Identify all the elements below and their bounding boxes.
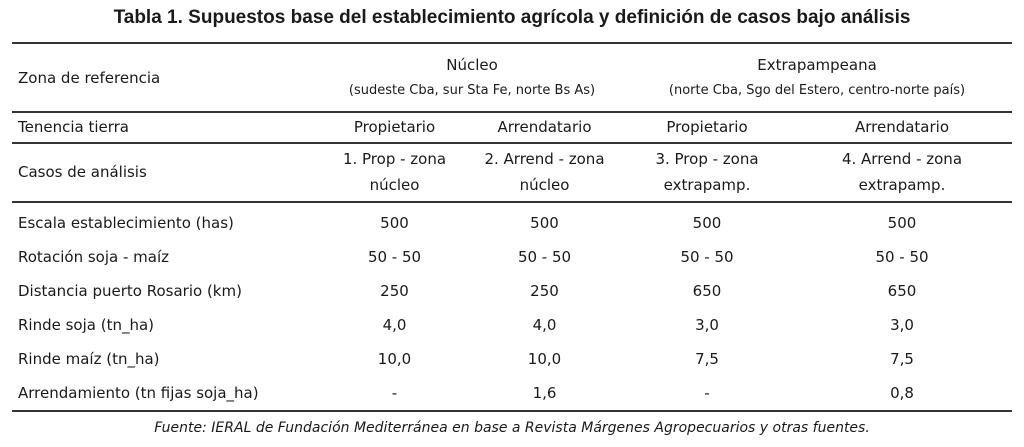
zona-label: Zona de referencia <box>18 69 161 87</box>
rule-3 <box>12 201 1012 203</box>
cell: 3,0 <box>890 316 914 334</box>
caso-line: 3. Prop - zona <box>655 150 759 168</box>
row-label: Distancia puerto Rosario (km) <box>18 282 242 300</box>
row-label: Rotación soja - maíz <box>18 248 170 266</box>
cell: 4,0 <box>532 316 557 334</box>
cell: 3,0 <box>695 316 719 334</box>
cell: 50 - 50 <box>875 248 929 266</box>
cell: 4,0 <box>382 316 407 334</box>
nucleo-sub: (sudeste Cba, sur Sta Fe, norte Bs As) <box>348 83 596 98</box>
table-row: Arrendamiento (tn fijas soja_ha) - 1,6 -… <box>12 376 1012 410</box>
table-row: Rinde soja (tn_ha) 4,0 4,0 3,0 3,0 <box>12 308 1012 342</box>
cell: 650 <box>692 282 722 300</box>
table-row: Rinde maíz (tn_ha) 10,0 10,0 7,5 7,5 <box>12 342 1012 376</box>
table-title: Tabla 1. Supuestos base del establecimie… <box>113 7 911 28</box>
cell: 650 <box>887 282 917 300</box>
row-label: Arrendamiento (tn fijas soja_ha) <box>18 384 259 402</box>
cell: 250 <box>530 282 559 300</box>
cell: 10,0 <box>377 350 412 368</box>
cell: 500 <box>530 214 559 232</box>
cell: 50 - 50 <box>367 248 422 266</box>
table-row: Escala establecimiento (has) 500 500 500… <box>12 206 1012 240</box>
nucleo-name: Núcleo <box>446 56 498 74</box>
casos-label: Casos de análisis <box>18 163 147 181</box>
tenencia-cell: Propietario <box>353 118 436 136</box>
row-label: Escala establecimiento (has) <box>18 214 234 232</box>
tenencia-cell: Propietario <box>666 118 748 136</box>
cell: 7,5 <box>695 350 719 368</box>
cell: 500 <box>887 214 917 232</box>
cell: - <box>704 384 710 402</box>
cell: 500 <box>692 214 722 232</box>
table-row: Distancia puerto Rosario (km) 250 250 65… <box>12 274 1012 308</box>
row-label: Rinde soja (tn_ha) <box>18 316 155 334</box>
cell: 250 <box>380 282 409 300</box>
tenencia-row: Tenencia tierra Propietario Arrendatario… <box>12 114 1012 140</box>
caso-cell: 1. Prop - zona núcleo <box>322 146 467 198</box>
cell: 1,6 <box>532 384 557 402</box>
bottom-rule <box>12 410 1012 412</box>
cell: 0,8 <box>890 384 914 402</box>
nucleo-header: Núcleo (sudeste Cba, sur Sta Fe, norte B… <box>322 52 622 104</box>
row-label: Rinde maíz (tn_ha) <box>18 350 160 368</box>
cell: - <box>391 384 398 402</box>
caso-line: núcleo <box>369 176 420 194</box>
extra-header: Extrapampeana (norte Cba, Sgo del Estero… <box>622 52 1012 104</box>
cell: 50 - 50 <box>680 248 734 266</box>
caso-line: núcleo <box>519 176 570 194</box>
rule-1 <box>12 111 1012 113</box>
extra-sub: (norte Cba, Sgo del Estero, centro-norte… <box>668 83 966 98</box>
caso-line: extrapamp. <box>663 176 751 194</box>
caso-line: extrapamp. <box>858 176 946 194</box>
caso-line: 2. Arrend - zona <box>484 150 605 168</box>
tenencia-label: Tenencia tierra <box>18 118 129 136</box>
cell: 7,5 <box>890 350 914 368</box>
tenencia-cell: Arrendatario <box>497 118 592 136</box>
caso-cell: 4. Arrend - zona extrapamp. <box>792 146 1012 198</box>
cell: 500 <box>380 214 409 232</box>
source-note: Fuente: IERAL de Fundación Mediterránea … <box>154 420 870 436</box>
extra-name: Extrapampeana <box>757 56 877 74</box>
header-row-zona: Zona de referencia Núcleo (sudeste Cba, … <box>12 48 1012 108</box>
table-row: Rotación soja - maíz 50 - 50 50 - 50 50 … <box>12 240 1012 274</box>
caso-line: 1. Prop - zona <box>342 150 447 168</box>
casos-row: Casos de análisis 1. Prop - zona núcleo 2… <box>12 145 1012 199</box>
cell: 50 - 50 <box>517 248 572 266</box>
cell: 10,0 <box>527 350 562 368</box>
tenencia-cell: Arrendatario <box>854 118 950 136</box>
rule-2 <box>12 142 1012 144</box>
caso-line: 4. Arrend - zona <box>841 150 963 168</box>
caso-cell: 3. Prop - zona extrapamp. <box>622 146 792 198</box>
caso-cell: 2. Arrend - zona núcleo <box>467 146 622 198</box>
top-rule <box>12 42 1012 44</box>
